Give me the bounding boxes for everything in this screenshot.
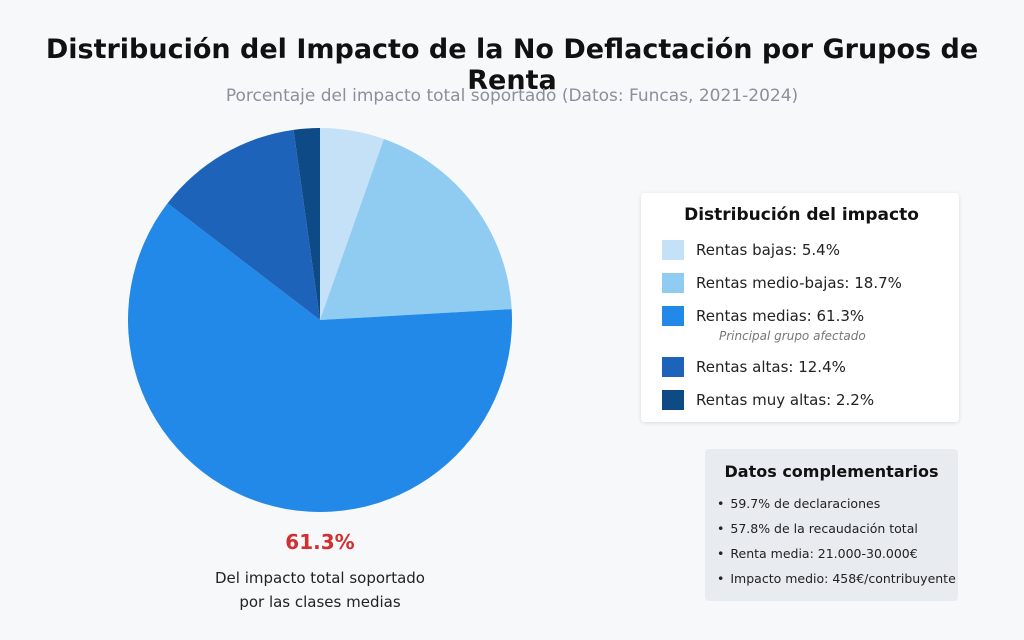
legend-item: Rentas altas: 12.4%	[662, 356, 941, 378]
legend-swatch	[662, 306, 684, 326]
complementary-item: • 59.7% de declaraciones	[717, 491, 946, 516]
pie-slice-rentas-bajas	[320, 128, 384, 320]
highlight-callout: 61.3% Del impacto total soportado por la…	[180, 530, 460, 614]
complementary-title: Datos complementarios	[724, 462, 939, 481]
callout-line-1: Del impacto total soportado	[215, 569, 425, 587]
pie-slice-rentas-medio-bajas	[320, 138, 512, 320]
legend-label: Rentas medias: 61.3%	[696, 307, 865, 325]
complementary-item: • Impacto medio: 458€/contribuyente	[717, 566, 956, 591]
legend-label: Rentas bajas: 5.4%	[696, 241, 840, 259]
legend-label: Rentas muy altas: 2.2%	[696, 391, 875, 409]
legend-item: Rentas medias: 61.3%	[662, 305, 941, 327]
legend-label: Rentas medio-bajas: 18.7%	[696, 274, 902, 292]
legend-note: Principal grupo afectado	[719, 329, 866, 343]
complementary-text: Renta media: 21.000-30.000€	[730, 546, 918, 561]
bullet-icon: •	[717, 496, 725, 511]
legend-swatch	[662, 240, 684, 260]
complementary-item: • 57.8% de la recaudación total	[717, 516, 946, 541]
bullet-icon: •	[717, 546, 725, 561]
complementary-text: 57.8% de la recaudación total	[730, 521, 918, 536]
legend-label: Rentas altas: 12.4%	[696, 358, 846, 376]
legend-items: Rentas bajas: 5.4% Rentas medio-bajas: 18…	[662, 239, 941, 411]
complementary-list: • 59.7% de declaraciones • 57.8% de la reca…	[717, 491, 956, 591]
chart-subtitle: Porcentaje del impacto total soportado (…	[225, 86, 799, 106]
bullet-icon: •	[717, 571, 725, 586]
legend-item: Rentas bajas: 5.4%	[662, 239, 941, 261]
pie-slice-rentas-muy-altas	[293, 128, 320, 320]
legend-title: Distribución del impacto	[684, 205, 919, 225]
callout-text: Del impacto total soportado por las clas…	[180, 566, 460, 614]
legend-item: Rentas muy altas: 2.2%	[662, 389, 941, 411]
complementary-panel: Datos complementarios • 59.7% de declarac…	[705, 449, 958, 601]
callout-line-2: por las clases medias	[239, 593, 401, 611]
complementary-text: 59.7% de declaraciones	[730, 496, 881, 511]
legend-item: Rentas medio-bajas: 18.7%	[662, 272, 941, 294]
callout-value: 61.3%	[285, 530, 355, 554]
chart-title: Distribución del Impacto de la No Deflac…	[45, 34, 979, 96]
complementary-item: • Renta media: 21.000-30.000€	[717, 541, 946, 566]
bullet-icon: •	[717, 521, 725, 536]
legend-swatch	[662, 273, 684, 293]
legend-swatch	[662, 357, 684, 377]
pie-slice-rentas-medias	[127, 203, 513, 512]
legend-panel: Distribución del impacto Rentas bajas: 5…	[641, 193, 959, 422]
pie-slice-rentas-altas	[167, 129, 320, 320]
complementary-text: Impacto medio: 458€/contribuyente	[730, 571, 956, 586]
legend-swatch	[662, 390, 684, 410]
pie-chart	[127, 128, 513, 512]
